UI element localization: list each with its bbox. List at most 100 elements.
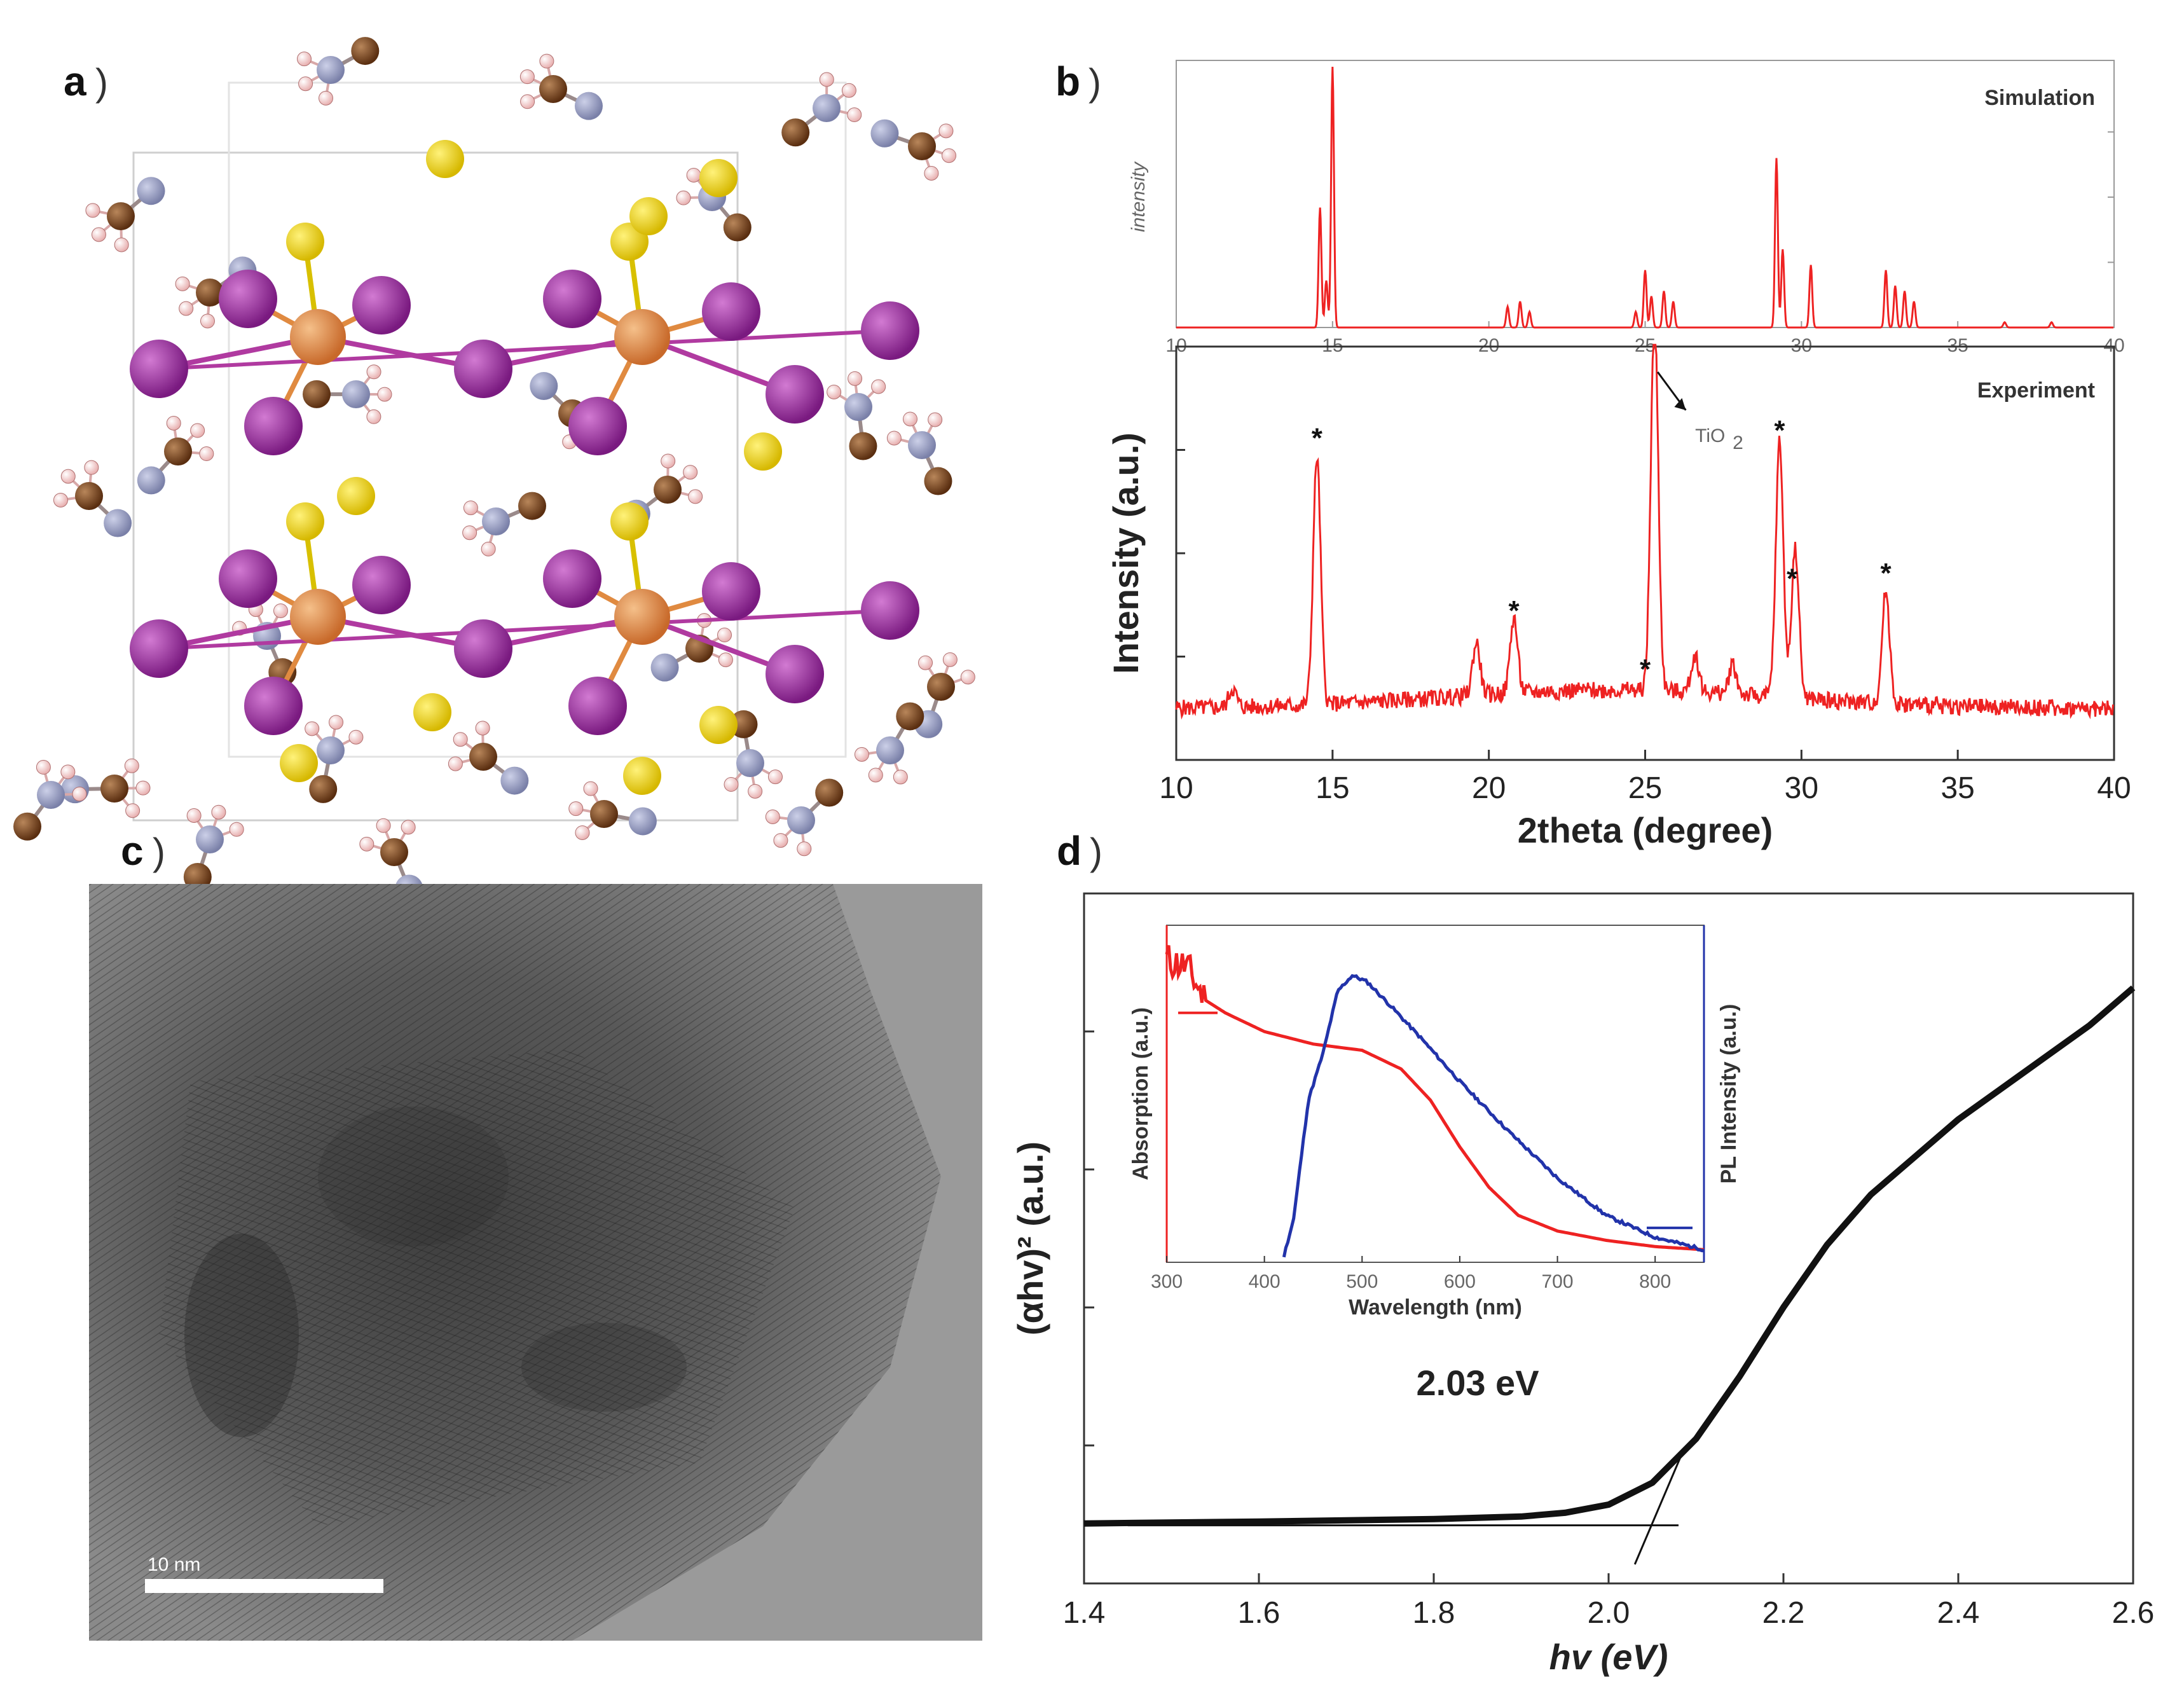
inset-left-axis-title: Absorption (a.u.) [1129, 1007, 1153, 1180]
iodine-atom [454, 619, 512, 678]
hydrogen-atom [305, 721, 320, 736]
carbon-atom [100, 775, 128, 803]
hydrogen-atom [918, 655, 933, 670]
hydrogen-atom [718, 652, 733, 668]
lead-atom [614, 309, 670, 365]
hydrogen-atom [767, 769, 783, 785]
nitrogen-atom [317, 736, 345, 764]
inset-frame [1166, 925, 1705, 1263]
tangent-line [1633, 1451, 1684, 1565]
iodine-atom [352, 276, 411, 334]
hydrogen-atom [827, 384, 842, 399]
hydrogen-atom [520, 94, 535, 109]
hydrogen-atom [229, 822, 244, 837]
inset-right-axis-title: PL Intensity (a.u.) [1717, 1004, 1741, 1184]
x-tick-label: 800 [1639, 1271, 1671, 1292]
nitrogen-atom [870, 119, 899, 148]
hydrogen-atom [366, 409, 381, 424]
hydrogen-atom [190, 423, 205, 438]
hydrogen-atom [938, 123, 954, 139]
hydrogen-atom [676, 190, 691, 205]
hydrogen-atom [36, 760, 51, 775]
carbon-atom [729, 710, 758, 738]
x-tick-label: 2.4 [1937, 1596, 1980, 1630]
nitrogen-atom [908, 431, 936, 459]
hydrogen-atom [125, 803, 141, 818]
iodine-atom [568, 397, 627, 455]
scale-bar [145, 1579, 383, 1593]
hydrogen-atom [376, 818, 391, 833]
lead-atom [614, 589, 670, 645]
peak-star-marker: * [1508, 595, 1520, 626]
carbon-atom [849, 432, 877, 460]
x-tick-label: 35 [1940, 771, 1974, 805]
panel-d: d ) 1.4 1.6 1.8 2.0 2.2 2.4 2.6 2.03 eV hv (eV) (… [1010, 828, 2154, 1677]
pl-intensity-line [1282, 974, 1705, 1258]
peak-star-marker: * [1312, 422, 1323, 453]
hydrogen-atom [765, 810, 780, 825]
hydrogen-atom [114, 237, 129, 252]
hydrogen-atom [724, 777, 739, 792]
panel-a: a ) [13, 37, 975, 903]
sulfur-atom [337, 477, 375, 515]
carbon-atom [781, 118, 810, 147]
y-axis-title: (αhv)² (a.u.) [1010, 1141, 1050, 1335]
panel-d-paren: ) [1090, 831, 1102, 873]
nitrogen-atom [787, 806, 815, 834]
x-tick-label: 15 [1315, 771, 1349, 805]
lead-atom [290, 589, 346, 645]
bond [158, 329, 891, 371]
iodine-atom [244, 397, 303, 455]
hydrogen-atom [841, 83, 856, 98]
absorption-line [1165, 945, 1705, 1251]
experiment-pattern-line [1175, 343, 2114, 720]
nitrogen-atom [650, 653, 679, 682]
iodine-atom [219, 270, 277, 328]
carbon-atom [815, 778, 844, 807]
peak-star-marker: * [1787, 563, 1798, 594]
panel-d-label: d [1057, 828, 1082, 874]
x-tick-label: 1.4 [1063, 1596, 1106, 1630]
carbon-atom [196, 279, 224, 307]
tem-image: 10 nm [89, 884, 982, 1641]
x-axis-title: hv (eV) [1549, 1637, 1668, 1677]
hydrogen-atom [166, 416, 181, 431]
nitrogen-atom [342, 380, 370, 408]
plot-frame [1176, 60, 2115, 328]
carbon-atom [309, 775, 338, 803]
chart-d-inset: 300 400 500 600 700 800 Wavelength (nm) Absorpt… [1129, 925, 1741, 1320]
x-tick-label: 25 [1628, 771, 1662, 805]
inset-x-axis-title: Wavelength (nm) [1349, 1295, 1522, 1320]
hydrogen-atom [329, 715, 344, 730]
hydrogen-atom [519, 69, 535, 85]
bond [158, 609, 891, 651]
sulfur-atom [629, 197, 668, 235]
simulation-title: Simulation [1984, 86, 2095, 110]
hydrogen-atom [475, 720, 490, 736]
carbon-atom [590, 800, 618, 828]
panel-b: b ) 10 15 20 25 30 35 40 Simulation intensity 10… [1055, 59, 2131, 850]
hydrogen-atom [296, 52, 312, 67]
iodine-atom [766, 645, 824, 703]
hydrogen-atom [568, 801, 584, 817]
nitrogen-atom [317, 56, 345, 84]
hydrogen-atom [53, 492, 68, 507]
nitrogen-atom [104, 509, 132, 537]
nitrogen-atom [482, 507, 510, 535]
nitrogen-atom [876, 736, 904, 764]
hydrogen-atom [854, 747, 869, 762]
y-axis-title: Intensity (a.u.) [1106, 432, 1146, 674]
tio2-annotation-subscript: 2 [1733, 432, 1743, 453]
chart-d-tauc: 1.4 1.6 1.8 2.0 2.2 2.4 2.6 2.03 eV hv (eV) (αhv)… [1010, 892, 2154, 1677]
hydrogen-atom [717, 627, 732, 642]
nitrogen-atom [736, 749, 764, 777]
x-axis-title: 2theta (degree) [1518, 810, 1773, 850]
sulfur-atom [280, 744, 318, 782]
hydrogen-atom [575, 825, 590, 840]
hydrogen-atom [211, 804, 226, 820]
nitrogen-atom [813, 94, 841, 122]
hydrogen-atom [135, 780, 151, 796]
peak-star-marker: * [1881, 558, 1892, 589]
